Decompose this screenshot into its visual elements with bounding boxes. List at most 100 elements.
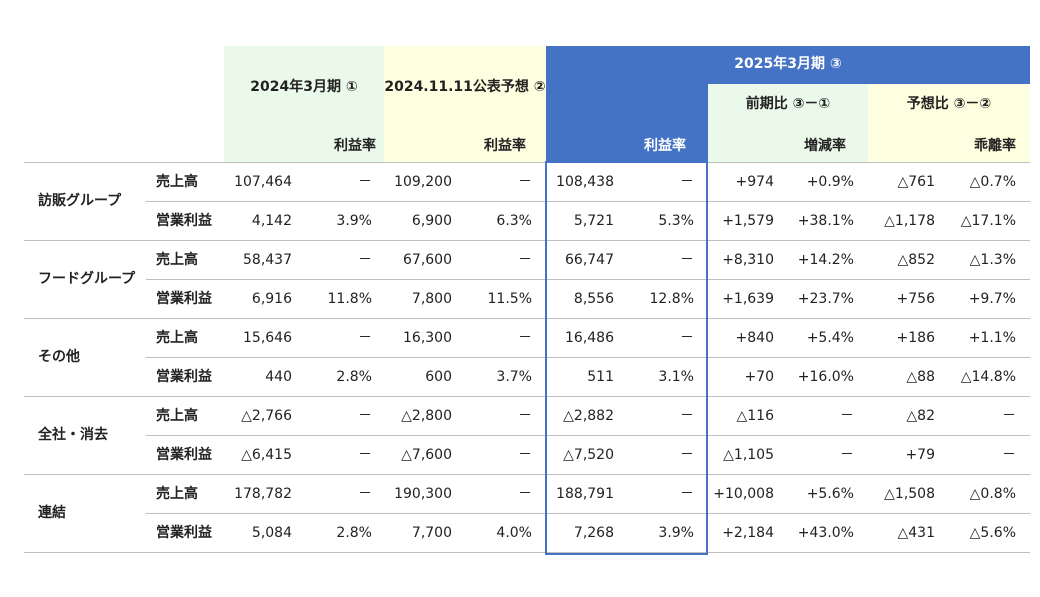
table-cell: △6,415 — [241, 447, 292, 463]
table-cell: 511 — [587, 369, 614, 385]
table-cell: 8,556 — [573, 291, 614, 307]
table-cell: +10,008 — [713, 486, 774, 502]
table-cell: △1,178 — [884, 213, 935, 229]
table-cell: － — [358, 408, 372, 424]
table-cell: +16.0% — [797, 369, 854, 385]
table-cell: △0.8% — [969, 486, 1016, 502]
table-cell: +9.7% — [968, 291, 1016, 307]
table-cell: 66,747 — [565, 252, 614, 268]
header-margin-2024: 利益率 — [334, 138, 376, 154]
table-cell: 440 — [265, 369, 292, 385]
table-cell: △14.8% — [960, 369, 1016, 385]
table-cell: 4.0% — [496, 525, 532, 541]
table-cell: － — [358, 252, 372, 268]
table-cell: +1,579 — [722, 213, 774, 229]
table-cell: 190,300 — [394, 486, 452, 502]
table-cell: △2,800 — [401, 408, 452, 424]
table-cell: － — [518, 252, 532, 268]
row-divider — [24, 396, 1030, 397]
table-cell: +14.2% — [797, 252, 854, 268]
row-divider — [24, 162, 1030, 163]
table-cell: +0.9% — [806, 174, 854, 190]
table-cell: 5.3% — [658, 213, 694, 229]
table-cell: +186 — [896, 330, 935, 346]
table-cell: － — [518, 174, 532, 190]
row-divider — [146, 435, 1030, 436]
table-cell: 6,900 — [411, 213, 452, 229]
table-cell: － — [358, 486, 372, 502]
table-cell: 107,464 — [234, 174, 292, 190]
metric-label: 営業利益 — [156, 213, 212, 229]
table-cell: 2.8% — [336, 369, 372, 385]
segment-label: その他 — [38, 349, 80, 365]
table-cell: △431 — [897, 525, 936, 541]
metric-label: 売上高 — [156, 252, 198, 268]
table-cell: 16,300 — [403, 330, 452, 346]
table-cell: +1,639 — [722, 291, 774, 307]
metric-label: 売上高 — [156, 174, 198, 190]
table-cell: 4,142 — [251, 213, 292, 229]
table-cell: △2,882 — [563, 408, 614, 424]
row-divider — [24, 474, 1030, 475]
table-cell: － — [840, 447, 854, 463]
header-deviation-rate: 乖離率 — [974, 138, 1016, 154]
segment-label: 全社・消去 — [38, 427, 108, 443]
table-cell: － — [680, 447, 694, 463]
table-cell: +23.7% — [797, 291, 854, 307]
table-cell: +79 — [905, 447, 935, 463]
header-bg-2025-margin — [546, 84, 708, 162]
table-cell: +2,184 — [722, 525, 774, 541]
table-cell: － — [680, 174, 694, 190]
table-cell: +70 — [744, 369, 774, 385]
table-cell: 5,084 — [251, 525, 292, 541]
table-cell: +756 — [896, 291, 935, 307]
table-cell: － — [518, 447, 532, 463]
row-divider — [146, 279, 1030, 280]
table-cell: +974 — [735, 174, 774, 190]
table-cell: +840 — [735, 330, 774, 346]
table-cell: 15,646 — [243, 330, 292, 346]
metric-label: 売上高 — [156, 486, 198, 502]
table-cell: 67,600 — [403, 252, 452, 268]
table-cell: △82 — [906, 408, 935, 424]
table-cell: 5,721 — [573, 213, 614, 229]
table-cell: 3.9% — [336, 213, 372, 229]
table-cell: 11.5% — [487, 291, 532, 307]
fy2025-highlight-frame — [545, 161, 708, 555]
header-growth-rate: 増減率 — [804, 138, 846, 154]
table-cell: +43.0% — [797, 525, 854, 541]
header-forecast: 2024.11.11公表予想 ② — [384, 79, 546, 95]
header-bg-2024 — [224, 46, 384, 162]
table-cell: 7,268 — [573, 525, 614, 541]
segment-label: フードグループ — [38, 271, 136, 287]
header-margin-2025: 利益率 — [644, 138, 686, 154]
row-divider — [24, 240, 1030, 241]
table-cell: 3.9% — [658, 525, 694, 541]
segment-label: 訪販グループ — [38, 193, 122, 209]
header-margin-forecast: 利益率 — [484, 138, 526, 154]
table-cell: 3.7% — [496, 369, 532, 385]
table-cell: △852 — [897, 252, 936, 268]
row-divider — [146, 201, 1030, 202]
table-cell: △88 — [906, 369, 935, 385]
table-cell: △7,600 — [401, 447, 452, 463]
metric-label: 売上高 — [156, 408, 198, 424]
table-cell: 600 — [425, 369, 452, 385]
table-cell: 188,791 — [556, 486, 614, 502]
table-cell: 7,800 — [411, 291, 452, 307]
table-cell: 12.8% — [649, 291, 694, 307]
row-divider — [146, 513, 1030, 514]
metric-label: 売上高 — [156, 330, 198, 346]
table-cell: △1,508 — [884, 486, 935, 502]
table-cell: +8,310 — [722, 252, 774, 268]
table-cell: △761 — [897, 174, 936, 190]
table-cell: △2,766 — [241, 408, 292, 424]
table-cell: +5.6% — [806, 486, 854, 502]
table-cell: 108,438 — [556, 174, 614, 190]
metric-label: 営業利益 — [156, 369, 212, 385]
table-cell: － — [840, 408, 854, 424]
header-bg-forecast — [384, 46, 546, 162]
table-cell: － — [518, 486, 532, 502]
table-cell: － — [680, 252, 694, 268]
